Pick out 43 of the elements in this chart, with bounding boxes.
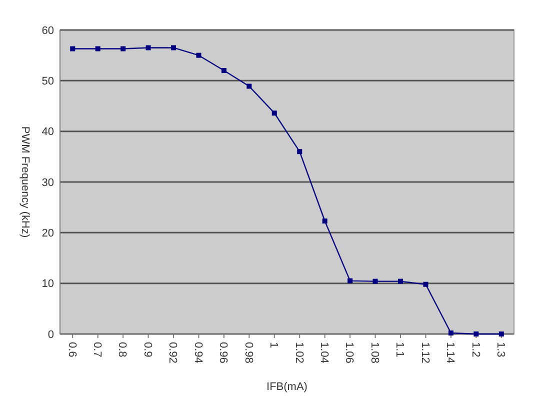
y-tick-label: 10 [42,278,54,290]
x-axis-title: IFB(mA) [266,381,308,393]
x-tick-label: 0.7 [90,342,103,358]
x-tick-label: 1.08 [368,342,380,364]
x-tick-label: 0.92 [166,342,179,364]
x-tick-label: 0.6 [66,342,78,358]
point [146,45,151,50]
x-tick-label: 1.14 [444,342,456,364]
point [348,278,353,284]
point [120,46,126,52]
point [423,282,428,287]
y-tick-label: 60 [42,24,54,37]
y-tick-label: 0 [48,328,54,341]
y-tick-label: 20 [42,228,54,240]
point [297,149,302,154]
y-tick-label: 30 [42,176,54,189]
point [196,52,202,58]
y-tick-label: 50 [42,76,54,88]
point [322,218,328,224]
point [95,46,100,52]
x-tick-label: 1.12 [418,342,431,364]
point [221,68,226,74]
x-tick-label: 1.3 [494,342,507,358]
x-tick-label: 1.02 [292,342,305,364]
point [246,84,252,89]
point [272,110,277,116]
x-tick-label: 0.98 [242,342,254,364]
point [398,278,403,284]
x-tick-label: 1.06 [343,342,356,364]
x-tick-label: 1.2 [469,342,482,358]
x-tick-label: 0.8 [116,342,128,358]
x-tick-label: 1 [268,342,280,348]
x-tick-label: 0.96 [217,342,230,364]
x-tick-label: 1.04 [318,342,330,364]
point [448,330,454,336]
point [372,278,378,284]
x-tick-label: 0.9 [141,342,154,358]
y-tick-label: 40 [42,126,54,138]
point [171,45,176,50]
y-axis-title: PWM Frequency (kHz) [19,126,31,238]
point [70,46,76,52]
x-tick-label: 0.94 [192,342,204,364]
x-tick-label: 1.1 [394,342,406,358]
